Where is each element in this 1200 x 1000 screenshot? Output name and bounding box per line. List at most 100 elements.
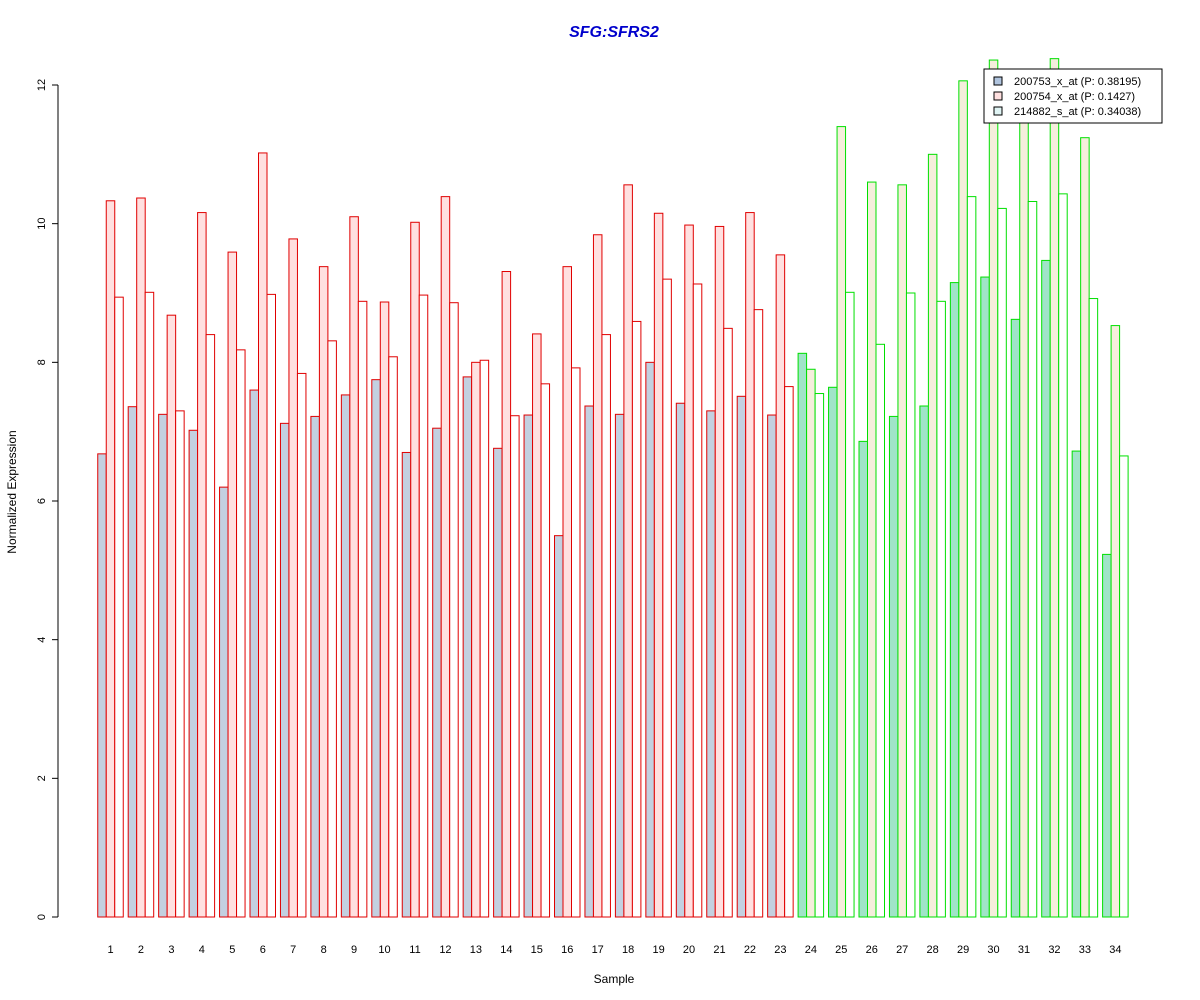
y-tick-label: 2 bbox=[36, 775, 48, 781]
x-tick-label: 11 bbox=[409, 944, 420, 956]
bar-sample-16-series-2 bbox=[562, 266, 572, 918]
bar-sample-6-series-2 bbox=[258, 152, 268, 918]
bar-sample-27-series-2 bbox=[897, 184, 907, 918]
bar-sample-30-series-1 bbox=[980, 276, 990, 918]
bar-sample-10-series-1 bbox=[371, 379, 381, 918]
bar-sample-25-series-1 bbox=[828, 386, 838, 918]
y-tick-label: 12 bbox=[36, 79, 48, 91]
bars-group bbox=[97, 58, 1129, 918]
chart-title: SFG:SFRS2 bbox=[569, 24, 659, 41]
bar-sample-32-series-2 bbox=[1049, 58, 1060, 918]
legend-label-3: 214882_s_at (P: 0.34038) bbox=[1014, 106, 1141, 118]
y-tick-label: 6 bbox=[36, 498, 48, 504]
x-tick-label: 31 bbox=[1018, 944, 1030, 956]
bar-sample-28-series-2 bbox=[927, 153, 938, 918]
x-tick-label: 25 bbox=[835, 944, 847, 956]
bar-sample-20-series-1 bbox=[675, 402, 686, 918]
bar-sample-27-series-1 bbox=[888, 415, 899, 918]
bar-sample-4-series-1 bbox=[188, 429, 199, 918]
bar-sample-7-series-2 bbox=[288, 238, 298, 918]
bar-sample-25-series-3 bbox=[845, 291, 855, 918]
bar-sample-21-series-2 bbox=[714, 225, 725, 918]
bar-sample-31-series-2 bbox=[1019, 105, 1029, 918]
bar-sample-20-series-2 bbox=[684, 224, 694, 918]
x-tick-label: 1 bbox=[107, 944, 113, 956]
bar-sample-17-series-3 bbox=[601, 334, 611, 918]
bar-sample-10-series-3 bbox=[388, 356, 398, 918]
bar-sample-34-series-1 bbox=[1102, 553, 1112, 918]
bar-sample-5-series-1 bbox=[219, 486, 229, 918]
x-tick-label: 17 bbox=[592, 944, 604, 956]
bar-sample-33-series-3 bbox=[1088, 298, 1099, 918]
bar-sample-4-series-3 bbox=[205, 334, 216, 918]
bar-sample-1-series-1 bbox=[97, 453, 107, 918]
bar-sample-26-series-1 bbox=[858, 440, 868, 918]
bar-sample-17-series-1 bbox=[584, 405, 594, 918]
bar-sample-34-series-2 bbox=[1110, 325, 1121, 918]
bar-sample-15-series-2 bbox=[532, 333, 542, 918]
legend-box bbox=[983, 68, 1163, 124]
bar-sample-13-series-2 bbox=[471, 361, 481, 918]
x-tick-label: 28 bbox=[927, 944, 939, 956]
y-tick-label: 4 bbox=[36, 637, 48, 643]
x-tick-label: 19 bbox=[652, 944, 664, 956]
y-tick-label: 0 bbox=[36, 914, 48, 920]
bar-sample-33-series-2 bbox=[1080, 137, 1090, 918]
x-tick-label: 20 bbox=[683, 944, 695, 956]
bar-sample-21-series-1 bbox=[706, 410, 716, 918]
bar-sample-14-series-3 bbox=[510, 415, 520, 918]
x-tick-label: 6 bbox=[260, 944, 266, 956]
bar-sample-12-series-1 bbox=[432, 427, 442, 918]
bar-sample-20-series-3 bbox=[692, 283, 703, 918]
bar-sample-2-series-2 bbox=[136, 197, 146, 918]
bar-sample-14-series-2 bbox=[501, 271, 512, 918]
bar-sample-23-series-1 bbox=[767, 414, 777, 918]
x-tick-label: 24 bbox=[805, 944, 817, 956]
bar-sample-13-series-3 bbox=[479, 359, 490, 918]
bar-sample-6-series-3 bbox=[266, 293, 276, 918]
bar-sample-6-series-1 bbox=[249, 389, 259, 918]
bar-sample-5-series-3 bbox=[236, 349, 246, 918]
bar-sample-2-series-3 bbox=[144, 291, 155, 918]
x-tick-label: 5 bbox=[229, 944, 235, 956]
x-axis-title: Sample bbox=[594, 972, 635, 986]
bar-sample-1-series-3 bbox=[114, 296, 124, 918]
bar-sample-34-series-3 bbox=[1119, 455, 1129, 918]
x-tick-label: 15 bbox=[531, 944, 543, 956]
bar-sample-3-series-2 bbox=[166, 314, 177, 918]
bar-sample-30-series-2 bbox=[988, 59, 999, 918]
bar-sample-27-series-3 bbox=[905, 292, 916, 918]
x-tick-label: 27 bbox=[896, 944, 908, 956]
x-tick-label: 32 bbox=[1048, 944, 1060, 956]
bar-sample-31-series-3 bbox=[1027, 200, 1038, 918]
x-tick-label: 9 bbox=[351, 944, 357, 956]
bar-sample-8-series-2 bbox=[318, 266, 329, 918]
bar-sample-3-series-1 bbox=[158, 413, 168, 918]
bar-sample-31-series-1 bbox=[1010, 318, 1021, 918]
bar-sample-21-series-3 bbox=[723, 327, 733, 918]
x-tick-label: 30 bbox=[987, 944, 999, 956]
bar-sample-19-series-3 bbox=[662, 278, 672, 918]
legend-label-1: 200753_x_at (P: 0.38195) bbox=[1014, 76, 1141, 88]
bar-sample-19-series-1 bbox=[645, 361, 655, 918]
bar-sample-24-series-3 bbox=[814, 393, 825, 918]
bar-sample-7-series-1 bbox=[279, 422, 290, 918]
y-axis: 0 2 4 6 8 10 12 bbox=[36, 79, 59, 920]
x-tick-label: 12 bbox=[439, 944, 451, 956]
bar-sample-18-series-3 bbox=[631, 320, 642, 918]
y-tick-label: 8 bbox=[36, 359, 48, 365]
x-tick-label: 7 bbox=[290, 944, 296, 956]
x-tick-label: 4 bbox=[199, 944, 205, 956]
x-tick-label: 26 bbox=[866, 944, 878, 956]
legend-label-2: 200754_x_at (P: 0.1427) bbox=[1014, 91, 1135, 103]
bar-sample-32-series-3 bbox=[1058, 193, 1068, 918]
bar-sample-18-series-2 bbox=[623, 184, 633, 918]
y-tick-label: 10 bbox=[36, 218, 48, 230]
bar-sample-23-series-3 bbox=[784, 386, 794, 918]
bar-sample-16-series-3 bbox=[571, 367, 581, 918]
bar-sample-11-series-3 bbox=[418, 294, 429, 918]
x-tick-label: 22 bbox=[744, 944, 756, 956]
x-tick-label: 2 bbox=[138, 944, 144, 956]
bar-sample-8-series-3 bbox=[327, 340, 337, 918]
bar-sample-29-series-1 bbox=[949, 282, 960, 918]
